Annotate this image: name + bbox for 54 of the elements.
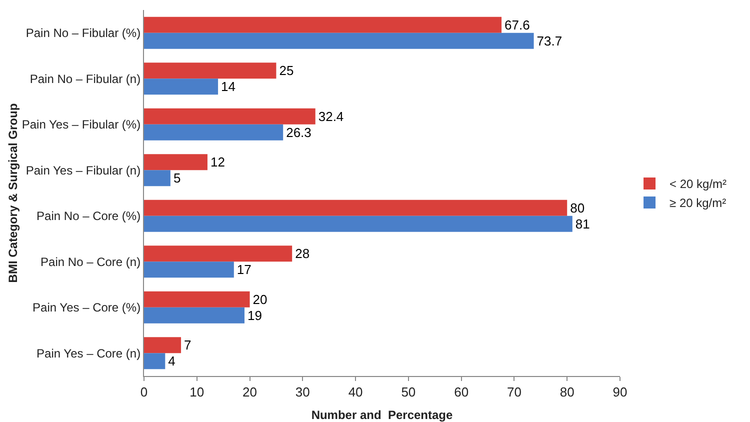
y-tick-label: Pain Yes – Core (%) (32, 300, 141, 315)
x-tick-label: 70 (506, 384, 522, 400)
bar (144, 353, 166, 370)
data-label: 32.4 (318, 108, 344, 124)
y-tick-label: Pain No – Core (%) (36, 209, 141, 224)
data-label: 67.6 (504, 17, 530, 32)
bar (144, 216, 572, 232)
bar (144, 62, 276, 79)
legend-label: ≥ 20 kg/m² (670, 196, 726, 210)
y-tick-label: Pain Yes – Core (n) (36, 346, 141, 360)
data-label: 7 (184, 338, 192, 353)
bar (144, 246, 292, 262)
y-axis-title: BMI Category & Surgical Group (6, 103, 20, 283)
bar (144, 32, 534, 49)
bar (144, 154, 208, 170)
bar (144, 291, 250, 308)
x-tick-label: 10 (190, 384, 204, 400)
data-label: 12 (210, 154, 225, 170)
bar (144, 200, 568, 216)
data-label: 26.3 (286, 124, 312, 140)
bar (144, 124, 284, 140)
bar (144, 262, 234, 278)
data-label: 80 (570, 200, 585, 216)
data-label: 73.7 (536, 33, 562, 48)
x-tick-label: 60 (454, 384, 469, 400)
data-label: 20 (252, 292, 268, 307)
y-tick-label: Pain No – Core (n) (40, 254, 141, 269)
bar (144, 78, 218, 95)
bar (144, 337, 182, 354)
x-axis-title: Number and Percentage (311, 408, 454, 422)
data-label: 25 (279, 63, 294, 78)
bar (144, 307, 244, 324)
x-tick-label: 50 (401, 384, 416, 400)
legend-label: < 20 kg/m² (670, 177, 727, 192)
data-label: 19 (247, 308, 262, 323)
x-tick-label: 20 (242, 384, 258, 400)
data-label: 4 (168, 354, 176, 369)
y-tick-label: Pain Yes – Fibular (n) (26, 163, 141, 178)
bar (144, 16, 502, 33)
x-tick-label: 30 (295, 384, 310, 400)
data-label: 28 (295, 246, 310, 262)
bar (144, 170, 170, 186)
y-tick-label: Pain Yes – Fibular (%) (22, 118, 141, 132)
x-tick-label: 40 (348, 384, 363, 400)
data-label: 14 (221, 79, 236, 94)
x-tick-label: 80 (560, 384, 574, 400)
x-tick-label: 0 (140, 384, 148, 400)
y-tick-label: Pain No – Fibular (n) (30, 72, 141, 86)
data-label: 5 (173, 170, 181, 186)
x-tick-label: 90 (612, 384, 628, 400)
data-label: 81 (575, 216, 590, 232)
y-tick-label: Pain No – Fibular (%) (26, 26, 141, 40)
data-label: 17 (236, 262, 252, 278)
bar (144, 108, 316, 124)
